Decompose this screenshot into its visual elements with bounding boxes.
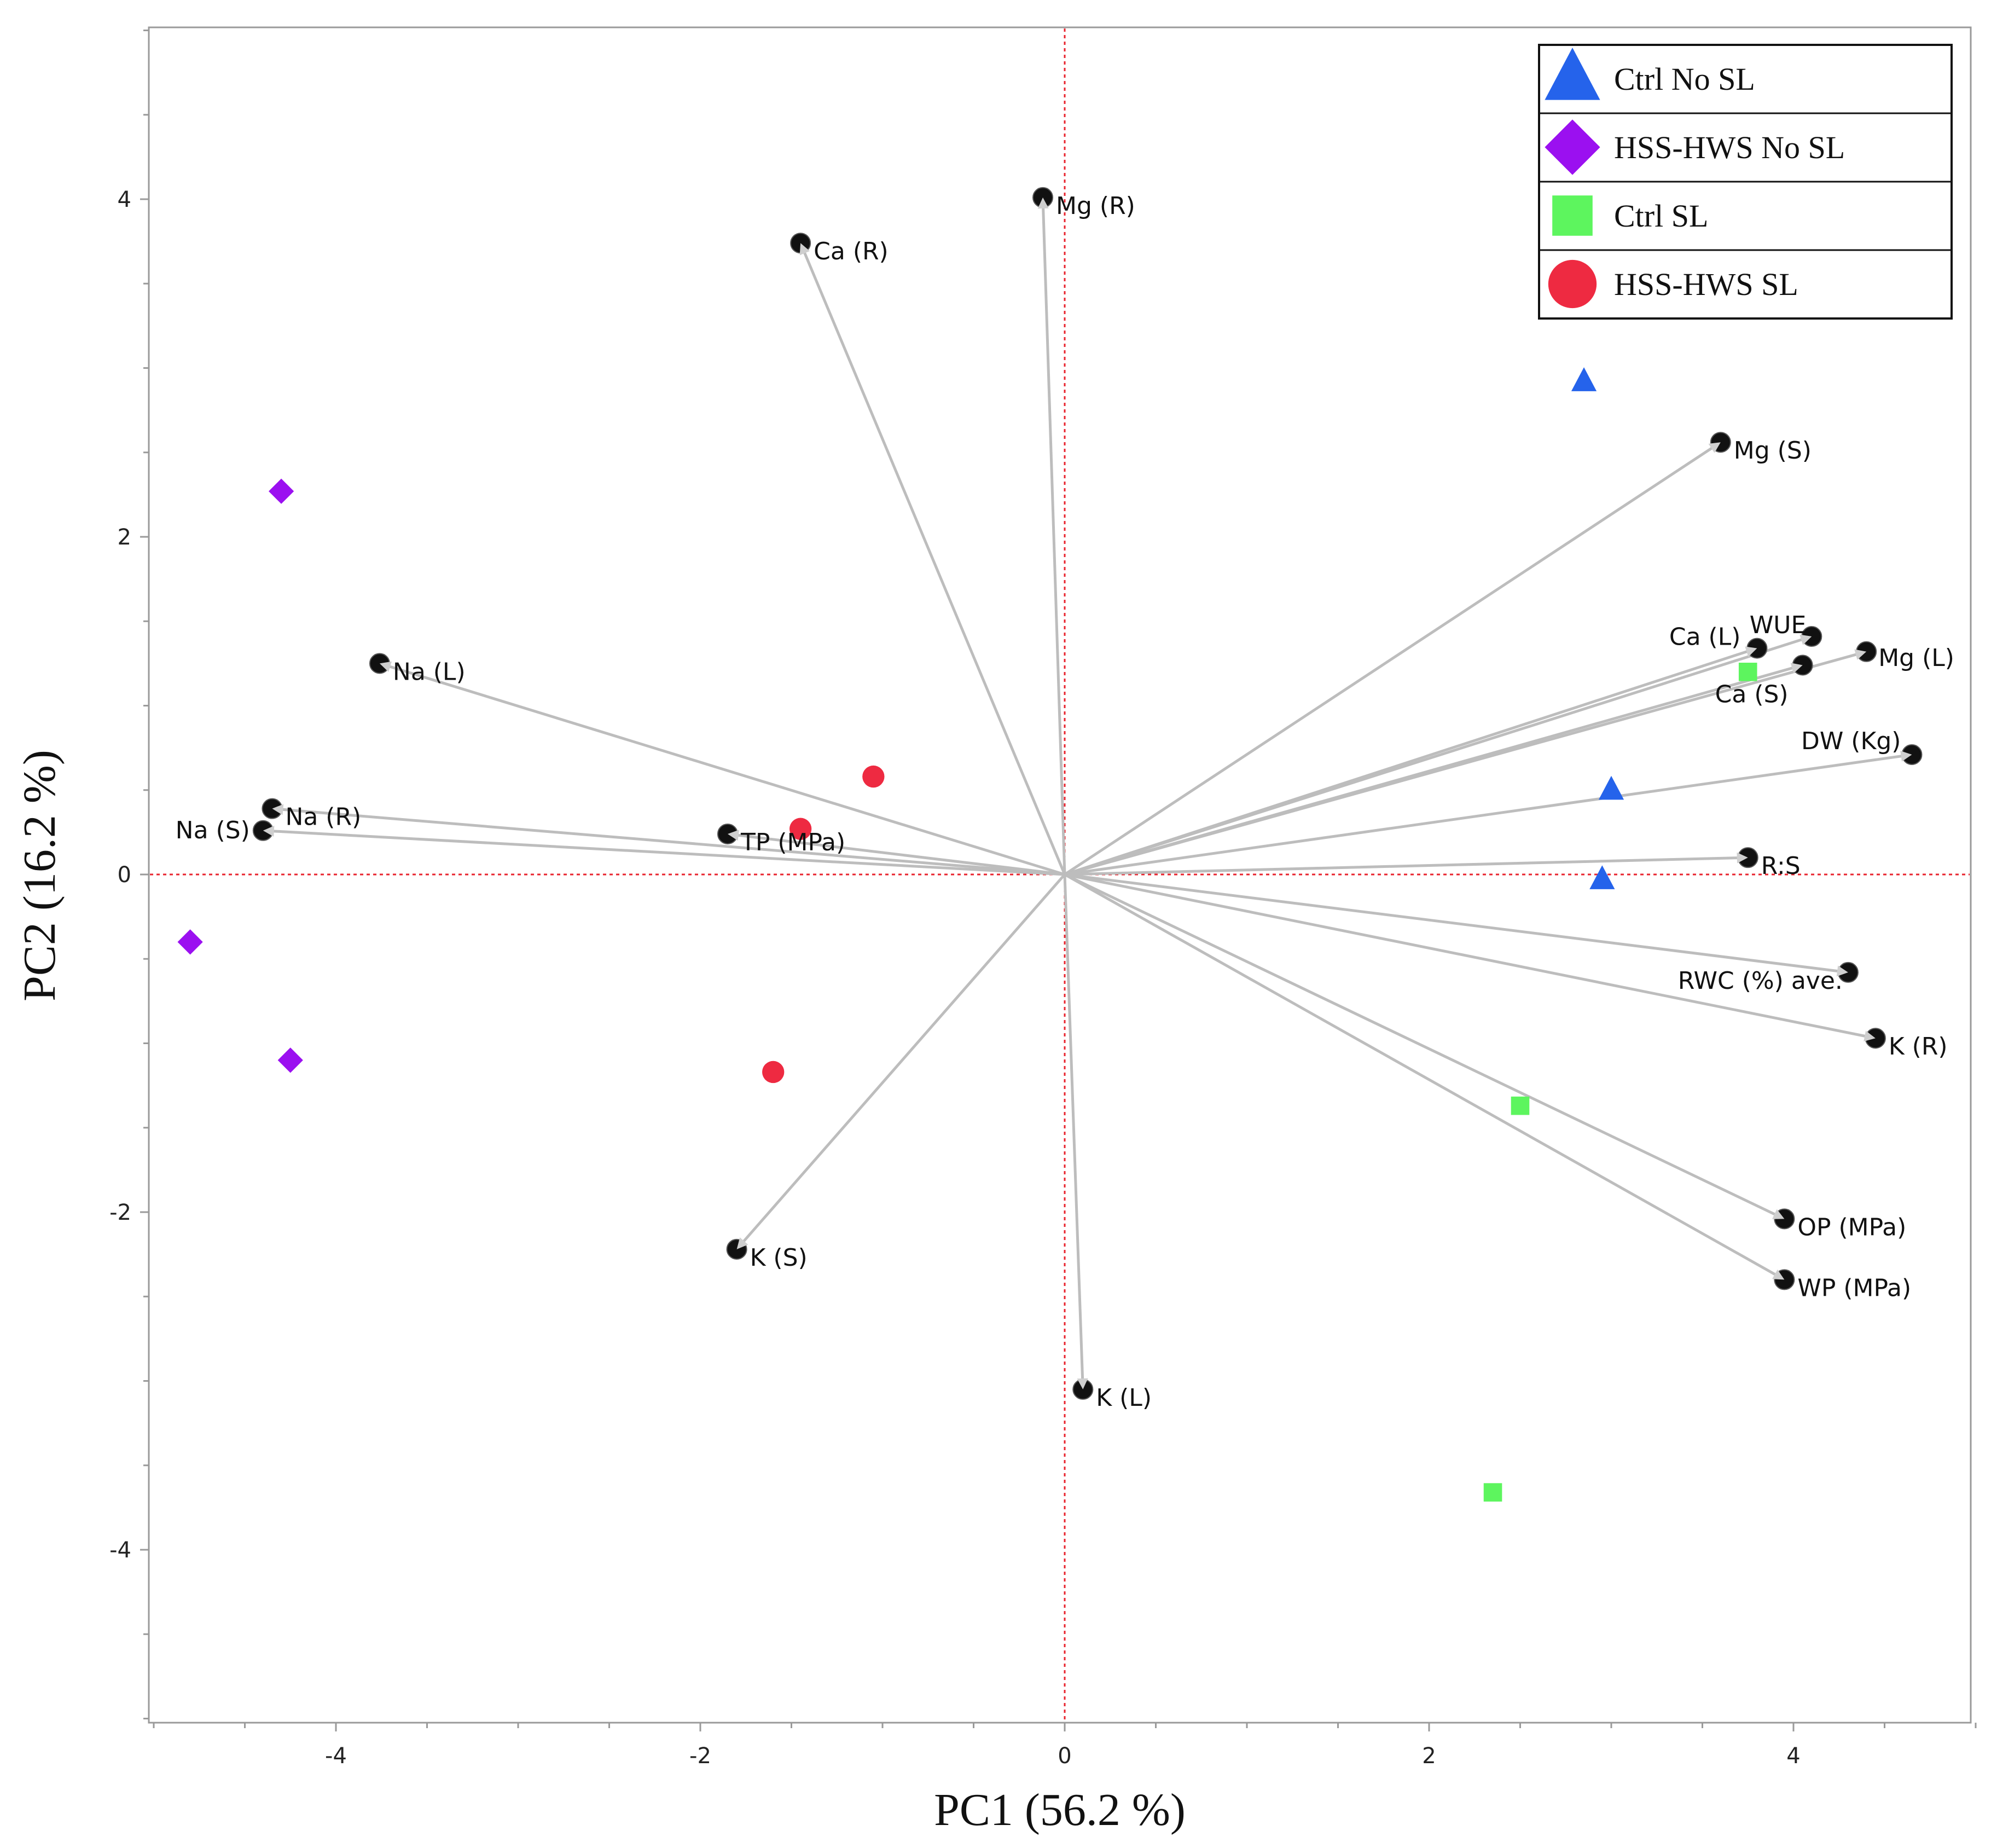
loading-arrowhead <box>1864 1030 1876 1042</box>
loading-label: Na (S) <box>176 816 250 844</box>
loading-label: Na (L) <box>393 658 466 686</box>
loading-vector <box>1064 873 1876 1040</box>
legend-marker <box>1548 259 1597 309</box>
score-point <box>1511 1096 1530 1115</box>
loading-label: TP (MPa) <box>740 829 845 856</box>
loading-vector <box>1064 664 1803 876</box>
loading-label: Ca (S) <box>1715 680 1789 708</box>
legend: Ctrl No SL HSS-HWS No SL Ctrl SL HSS-HWS SL <box>1538 44 1953 320</box>
score-point <box>1571 367 1597 391</box>
score-point <box>177 929 203 955</box>
loading-vector <box>727 832 1065 876</box>
x-axis-title: PC1 (56.2 %) <box>934 1785 1186 1835</box>
score-point <box>277 1047 303 1073</box>
score-point <box>1589 865 1615 889</box>
loading-arrowhead <box>379 661 392 672</box>
score-point <box>862 765 885 788</box>
loading-label: Ca (L) <box>1669 623 1741 651</box>
legend-label: HSS-HWS SL <box>1614 267 1798 302</box>
y-tick-label: 0 <box>118 862 131 888</box>
loading-arrowhead <box>1900 750 1912 762</box>
y-axis-title: PC2 (16.2 %) <box>14 750 65 1001</box>
loading-arrowhead <box>1745 646 1757 657</box>
loading-vector <box>1064 635 1813 876</box>
loading-arrowhead <box>1077 1378 1088 1389</box>
legend-marker <box>1545 47 1600 100</box>
loading-vector <box>735 873 1066 1250</box>
loading-arrowhead <box>1708 442 1721 453</box>
score-point <box>1598 775 1624 800</box>
loading-label: RWC (%) ave. <box>1678 967 1843 995</box>
y-tick-label: 2 <box>118 525 131 550</box>
x-tick-label: 4 <box>1786 1743 1800 1769</box>
legend-label: HSS-HWS No SL <box>1614 130 1845 165</box>
x-tick-label: 0 <box>1058 1743 1071 1769</box>
loading-label: Mg (L) <box>1878 644 1954 672</box>
loading-arrowhead <box>1772 1269 1785 1280</box>
y-tick-label: 4 <box>118 187 131 212</box>
loading-vector <box>379 662 1065 876</box>
loading-arrowhead <box>272 804 284 815</box>
loading-vector <box>263 829 1065 876</box>
loading-vector <box>272 807 1065 876</box>
legend-label: Ctrl No SL <box>1614 61 1755 97</box>
score-point <box>1483 1483 1502 1502</box>
loading-label: Ca (R) <box>814 237 889 265</box>
loading-arrowhead <box>1772 1209 1785 1219</box>
loading-label: DW (Kg) <box>1801 727 1901 755</box>
loading-arrowhead <box>727 830 740 841</box>
x-tick-label: 2 <box>1422 1743 1436 1769</box>
legend-marker <box>1552 195 1593 236</box>
legend-label: Ctrl SL <box>1614 198 1708 234</box>
loading-arrowhead <box>1799 634 1812 645</box>
loading-label: K (S) <box>750 1244 808 1272</box>
loading-label: Mg (S) <box>1734 437 1812 465</box>
loading-label: WP (MPa) <box>1797 1274 1911 1302</box>
loading-label: Mg (R) <box>1056 192 1135 220</box>
loading-vector <box>1064 873 1785 1281</box>
y-tick-label: -4 <box>109 1538 131 1563</box>
loading-arrowhead <box>736 1237 748 1249</box>
y-tick-label: -2 <box>109 1200 131 1225</box>
legend-marker <box>1545 119 1600 175</box>
x-tick-label: -4 <box>325 1743 347 1769</box>
loading-arrowhead <box>1037 197 1049 209</box>
loading-label: K (R) <box>1889 1033 1948 1061</box>
score-point <box>269 478 294 504</box>
loading-label: R:S <box>1761 852 1801 880</box>
score-point <box>1738 663 1757 681</box>
loading-arrowhead <box>263 825 275 837</box>
loading-label: OP (MPa) <box>1797 1213 1906 1241</box>
loading-label: K (L) <box>1096 1384 1152 1412</box>
loading-vector <box>1064 441 1722 876</box>
loading-arrowhead <box>1737 852 1748 864</box>
loading-vector <box>1064 873 1785 1220</box>
x-tick-label: -2 <box>689 1743 711 1769</box>
loading-vector <box>1064 856 1748 876</box>
loading-label: Na (R) <box>285 803 361 831</box>
loading-label: WUE <box>1750 611 1807 639</box>
loading-vector <box>1063 874 1084 1390</box>
loading-vector <box>1064 873 1849 974</box>
loading-vector <box>1041 197 1066 875</box>
score-point <box>789 818 812 840</box>
loading-vector <box>799 242 1066 875</box>
loading-arrowhead <box>1854 649 1867 660</box>
loading-arrowhead <box>799 243 810 256</box>
loading-arrowhead <box>1790 663 1803 674</box>
loading-vector <box>1064 753 1912 876</box>
score-point <box>762 1061 785 1084</box>
loading-arrowhead <box>1836 965 1848 977</box>
